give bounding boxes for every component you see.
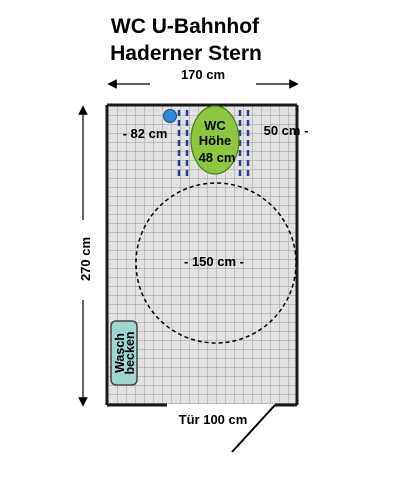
height-dimension-label: 270 cm xyxy=(78,237,93,281)
wash-basin-label-1: Wasch xyxy=(113,333,127,373)
width-dimension-label: 170 cm xyxy=(181,67,225,82)
right-clearance-label: 50 cm - xyxy=(264,123,309,138)
title-line-2: Haderner Stern xyxy=(110,42,262,65)
title-line-1: WC U-Bahnhof xyxy=(111,15,260,38)
wash-basin-label-2: becken xyxy=(123,331,137,374)
turning-circle xyxy=(135,182,297,344)
wc-height-label: Höhe xyxy=(199,133,232,148)
door-leaf xyxy=(231,404,276,453)
door-width-label: Tür 100 cm xyxy=(179,412,248,427)
left-clearance-label: - 82 cm xyxy=(123,126,168,141)
room-walls xyxy=(105,103,299,407)
wc-toilet xyxy=(190,105,240,175)
flush-button-icon xyxy=(163,109,177,123)
wc-height-value: 48 cm xyxy=(199,150,236,165)
turning-circle-label: - 150 cm - xyxy=(184,254,244,269)
grab-bars xyxy=(177,110,250,178)
wash-basin xyxy=(110,320,138,386)
wc-label: WC xyxy=(204,118,226,133)
